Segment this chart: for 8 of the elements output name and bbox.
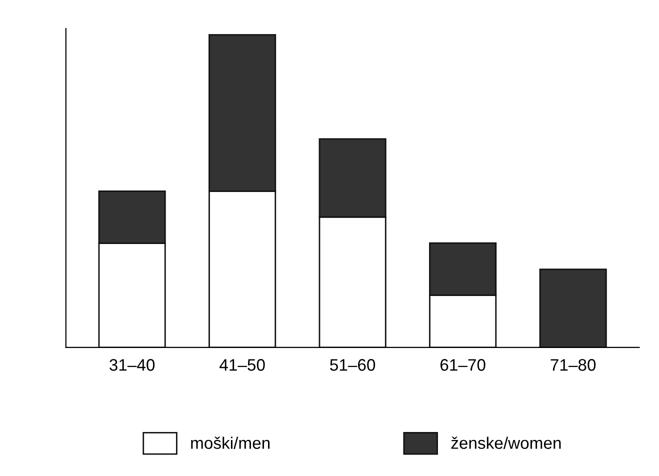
x-tick-label: 61–70 [440, 359, 486, 371]
legend-label: moški/men [191, 436, 270, 449]
bar [539, 268, 607, 348]
x-tick-label: 51–60 [330, 359, 376, 371]
x-tick-label: 31–40 [110, 359, 155, 371]
x-tick-label: 71–80 [550, 359, 596, 371]
legend-label: ženske/women [451, 436, 561, 449]
x-tick-label: 41–50 [220, 359, 265, 371]
